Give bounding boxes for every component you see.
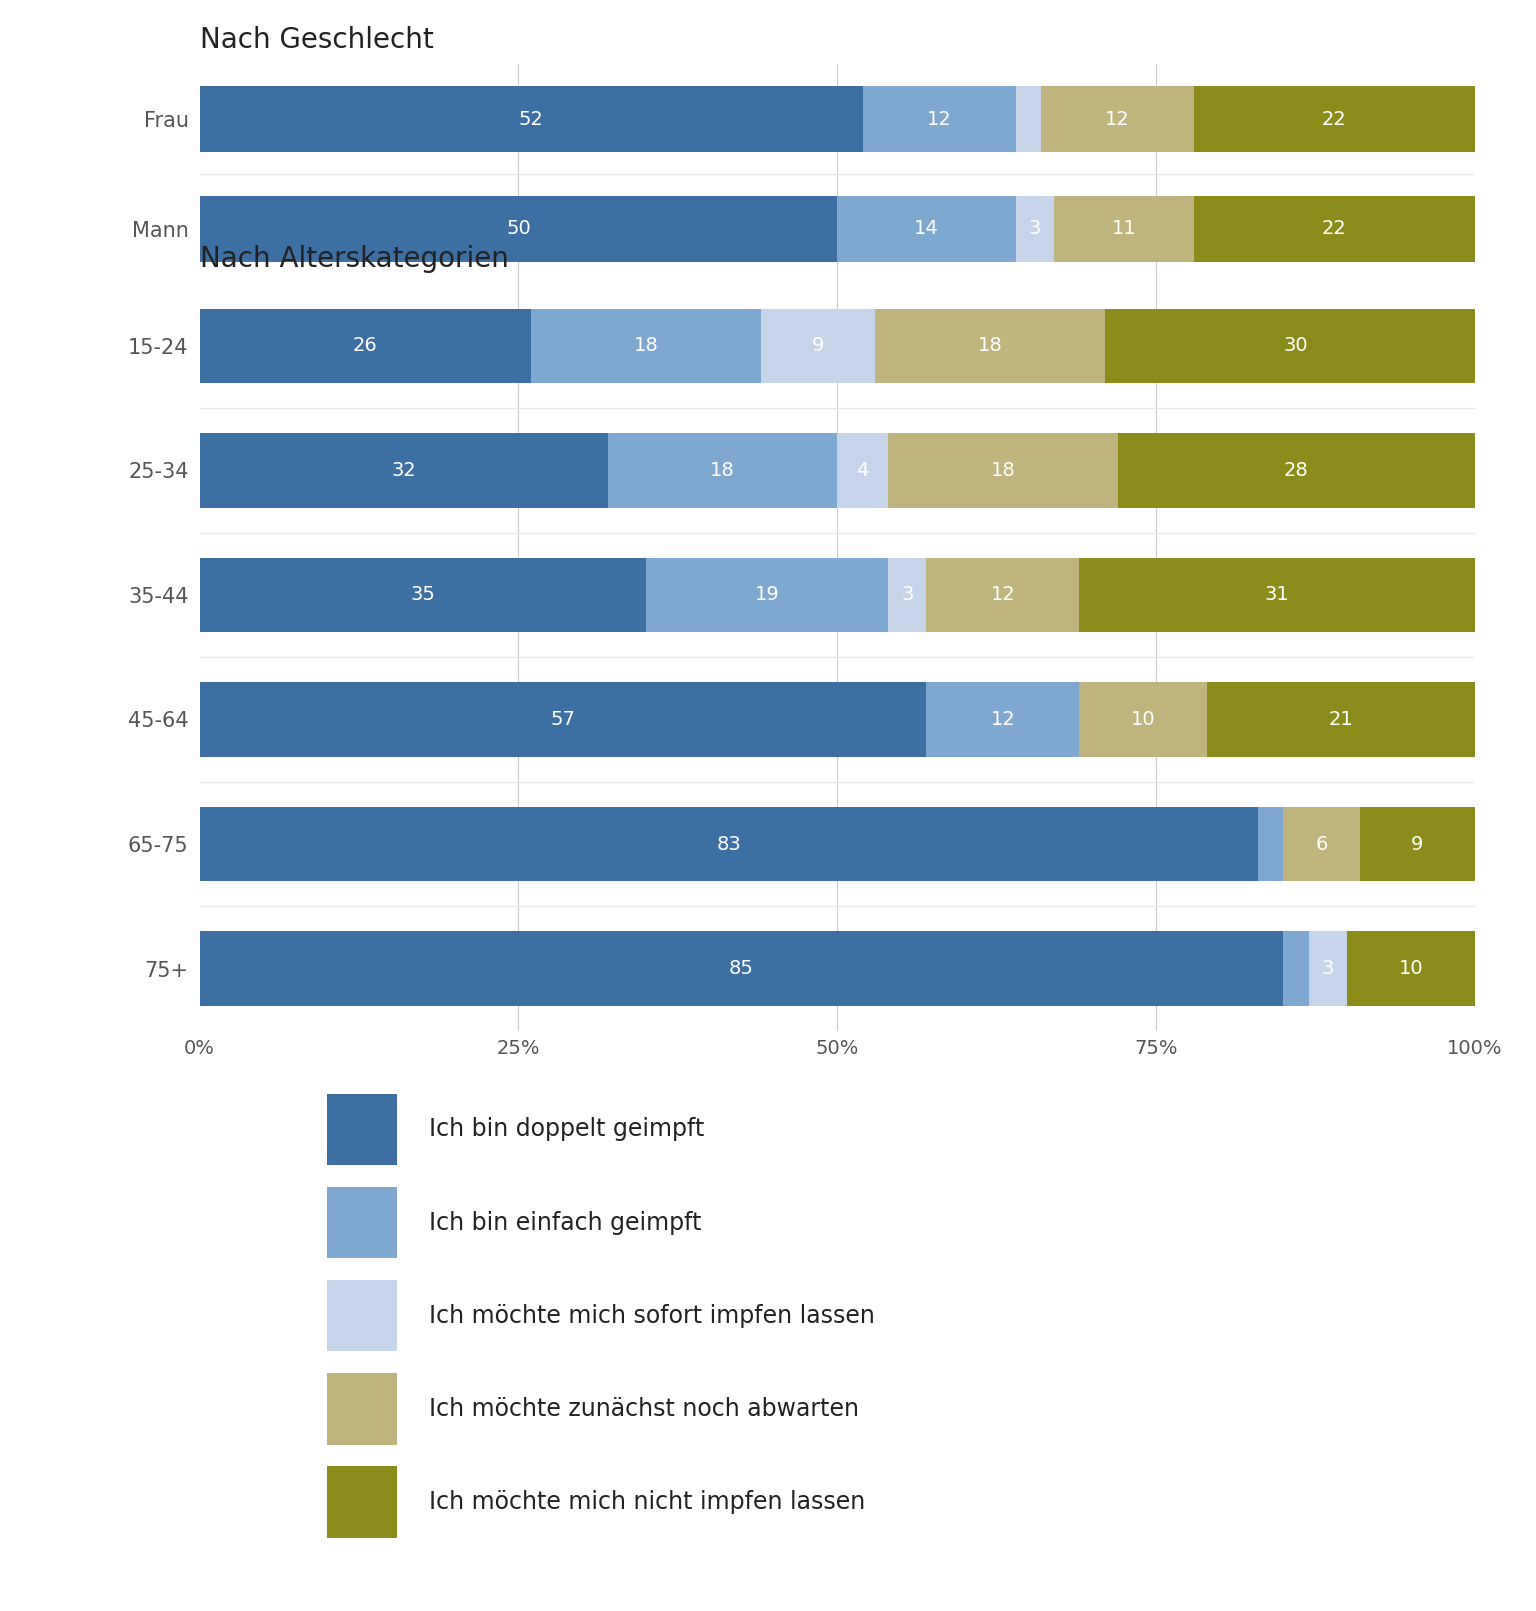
Text: 26: 26	[353, 337, 378, 356]
Text: 12: 12	[991, 710, 1015, 730]
Text: 18: 18	[710, 461, 734, 480]
Text: 18: 18	[978, 337, 1003, 356]
Text: 85: 85	[730, 959, 754, 978]
Text: 22: 22	[1322, 219, 1347, 238]
Bar	[200, 557, 645, 633]
Text: 50: 50	[505, 219, 531, 238]
Bar	[837, 197, 1015, 261]
Text: 28: 28	[1284, 461, 1309, 480]
Bar	[1054, 197, 1193, 261]
Bar	[1015, 197, 1054, 261]
Bar	[608, 433, 837, 507]
Text: 18: 18	[991, 461, 1015, 480]
Text: Ich bin doppelt geimpft: Ich bin doppelt geimpft	[429, 1118, 705, 1142]
Text: Ich möchte zunächst noch abwarten: Ich möchte zunächst noch abwarten	[429, 1397, 859, 1421]
Text: 57: 57	[550, 710, 576, 730]
Text: 4: 4	[857, 461, 869, 480]
Bar	[1283, 807, 1359, 881]
Text: 21: 21	[1329, 710, 1353, 730]
Text: 83: 83	[716, 834, 742, 854]
Bar	[1080, 681, 1207, 757]
Bar	[926, 681, 1080, 757]
Bar	[888, 557, 926, 633]
Bar	[1193, 87, 1475, 151]
Text: 3: 3	[1322, 959, 1335, 978]
FancyBboxPatch shape	[327, 1281, 398, 1352]
Text: 19: 19	[754, 585, 779, 604]
Bar	[876, 309, 1104, 383]
Text: 14: 14	[914, 219, 938, 238]
Bar	[645, 557, 888, 633]
Text: 12: 12	[926, 110, 951, 129]
Bar	[1080, 557, 1475, 633]
Text: 9: 9	[1412, 834, 1424, 854]
Bar	[926, 557, 1080, 633]
Bar	[1015, 87, 1041, 151]
Bar	[200, 433, 608, 507]
FancyBboxPatch shape	[327, 1187, 398, 1258]
Bar	[200, 807, 1258, 881]
Text: 9: 9	[813, 337, 825, 356]
FancyBboxPatch shape	[327, 1094, 398, 1165]
Text: 32: 32	[392, 461, 416, 480]
Bar	[1104, 309, 1487, 383]
Text: Ich bin einfach geimpft: Ich bin einfach geimpft	[429, 1210, 702, 1234]
Bar	[1283, 931, 1309, 1005]
Text: 22: 22	[1322, 110, 1347, 129]
Bar	[1258, 807, 1283, 881]
Text: 12: 12	[991, 585, 1015, 604]
Bar	[1041, 87, 1193, 151]
Text: 35: 35	[410, 585, 435, 604]
Bar	[1193, 197, 1475, 261]
Bar	[760, 309, 876, 383]
Bar	[200, 681, 926, 757]
Text: 6: 6	[1315, 834, 1327, 854]
Text: Nach Alterskategorien: Nach Alterskategorien	[200, 245, 508, 272]
Text: Ich möchte mich sofort impfen lassen: Ich möchte mich sofort impfen lassen	[429, 1303, 876, 1327]
Bar	[200, 931, 1283, 1005]
Text: 52: 52	[519, 110, 544, 129]
FancyBboxPatch shape	[327, 1466, 398, 1537]
Bar	[863, 87, 1015, 151]
Text: Ich möchte mich nicht impfen lassen: Ich möchte mich nicht impfen lassen	[429, 1490, 865, 1514]
Bar	[531, 309, 760, 383]
Bar	[1359, 807, 1475, 881]
Bar	[888, 433, 1118, 507]
Text: 30: 30	[1284, 337, 1309, 356]
Bar	[1207, 681, 1475, 757]
FancyBboxPatch shape	[327, 1373, 398, 1445]
Text: 3: 3	[1029, 219, 1041, 238]
Text: 3: 3	[902, 585, 914, 604]
Bar	[200, 309, 531, 383]
Text: 10: 10	[1398, 959, 1424, 978]
Bar	[1309, 931, 1347, 1005]
Text: 11: 11	[1112, 219, 1137, 238]
Bar	[837, 433, 888, 507]
Bar	[1347, 931, 1475, 1005]
Bar	[200, 197, 837, 261]
Bar	[200, 87, 863, 151]
Bar	[1118, 433, 1475, 507]
Text: 12: 12	[1106, 110, 1130, 129]
Text: 10: 10	[1130, 710, 1155, 730]
Text: 31: 31	[1264, 585, 1289, 604]
Text: Nach Geschlecht: Nach Geschlecht	[200, 26, 433, 53]
Text: 18: 18	[633, 337, 659, 356]
